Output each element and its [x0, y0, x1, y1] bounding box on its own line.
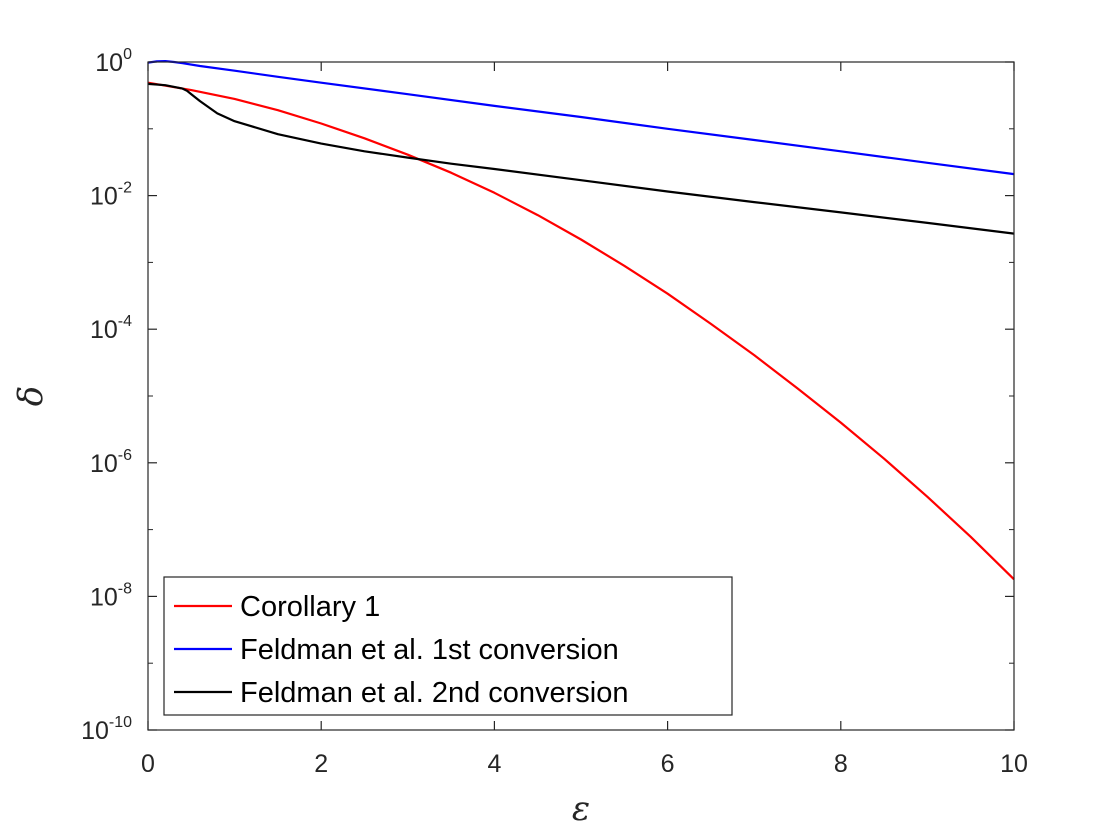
legend-label-1: Corollary 1	[240, 591, 380, 623]
y-tick-base: 10	[95, 49, 123, 77]
y-tick-exponent: 0	[123, 46, 132, 63]
series-line-3	[147, 82, 1015, 235]
x-tick-label: 8	[834, 750, 848, 778]
y-tick-base: 10	[90, 583, 118, 611]
y-axis-label: δ	[11, 386, 51, 406]
y-tick-exponent: -4	[118, 313, 132, 330]
y-tick-exponent: -10	[109, 714, 132, 731]
y-tick-base: 10	[90, 450, 118, 478]
y-tick-base: 10	[81, 717, 109, 745]
legend: Corollary 1 Feldman et al. 1st conversion…	[163, 576, 733, 716]
legend-box	[163, 576, 733, 716]
y-tick-label: 10-10	[81, 714, 132, 745]
y-tick-label: 100	[95, 46, 132, 77]
x-tick-label: 6	[661, 750, 675, 778]
x-tick-label: 4	[487, 750, 501, 778]
y-tick-label: 10-4	[90, 313, 132, 344]
x-axis-label: ε	[572, 789, 590, 829]
legend-label-2: Feldman et al. 1st conversion	[240, 634, 619, 666]
y-tick-exponent: -8	[118, 580, 132, 597]
y-tick-exponent: -2	[118, 180, 132, 197]
x-tick-label: 10	[1000, 750, 1028, 778]
x-tick-label: 2	[314, 750, 328, 778]
y-tick-base: 10	[90, 316, 118, 344]
y-tick-label: 10-6	[90, 447, 132, 478]
y-tick-base: 10	[90, 183, 118, 211]
y-tick-label: 10-2	[90, 180, 132, 211]
y-tick-label: 10-8	[90, 580, 132, 611]
y-tick-exponent: -6	[118, 447, 132, 464]
series-line-1	[147, 81, 1015, 581]
x-tick-label: 0	[141, 750, 155, 778]
legend-label-3: Feldman et al. 2nd conversion	[240, 677, 629, 709]
